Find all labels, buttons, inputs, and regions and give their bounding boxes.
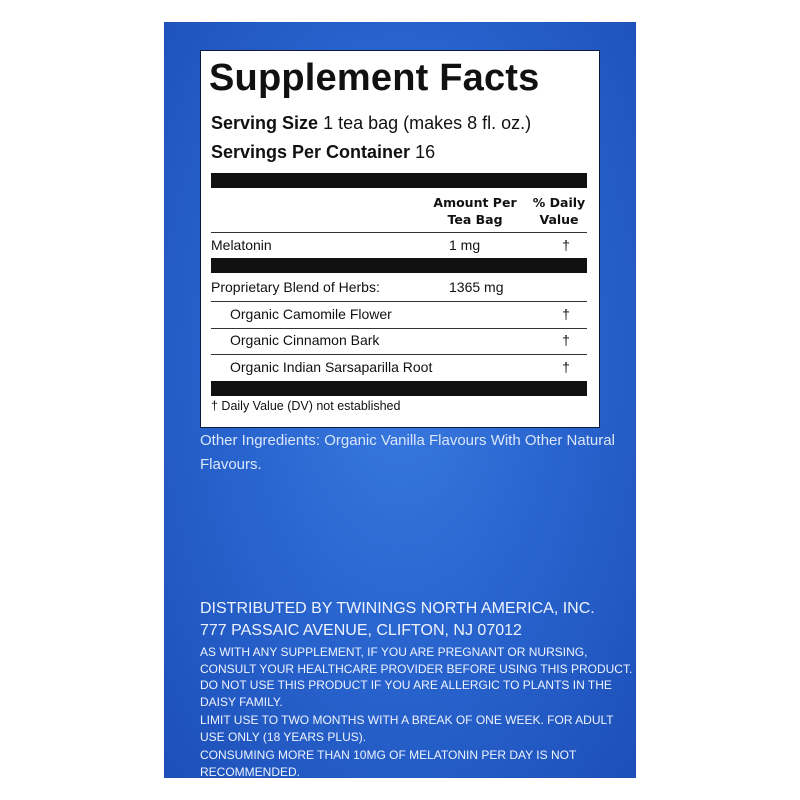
warning-text: LIMIT USE TO TWO MONTHS WITH A BREAK OF … [200, 713, 614, 744]
distributor-address: 777 PASSAIC AVENUE, CLIFTON, NJ 07012 [200, 622, 522, 639]
row-label: Proprietary Blend of Herbs: [211, 279, 380, 295]
servings-value: 16 [415, 142, 436, 162]
row-label: Organic Camomile Flower [230, 306, 392, 322]
divider [211, 354, 587, 355]
header-dv-line1: % Daily [532, 195, 586, 210]
row-label: Organic Indian Sarsaparilla Root [230, 359, 433, 375]
row-label: Melatonin [211, 237, 272, 253]
supplement-facts-panel: Supplement Facts Serving Size 1 tea bag … [200, 50, 600, 428]
divider [211, 301, 587, 302]
header-dv-line2: Value [539, 212, 579, 227]
panel-title: Supplement Facts [209, 57, 540, 99]
row-amount: 1365 mg [449, 279, 504, 295]
distributor: DISTRIBUTED BY TWININGS NORTH AMERICA, I… [200, 598, 595, 642]
divider-thick [211, 173, 587, 188]
serving-size-label: Serving Size [211, 113, 319, 133]
divider [211, 328, 587, 329]
table-row: Organic Camomile Flower † [211, 304, 587, 326]
other-ingredients: Other Ingredients: Organic Vanilla Flavo… [200, 432, 615, 473]
header-amount-line1: Amount Per [433, 195, 517, 210]
row-dv: † [562, 332, 570, 348]
warning-text: CONSUMING MORE THAN 10MG OF MELATONIN PE… [200, 748, 577, 779]
distributor-line1: DISTRIBUTED BY TWININGS NORTH AMERICA, I… [200, 600, 595, 617]
divider-thick [211, 381, 587, 396]
servings-per-container: Servings Per Container 16 [211, 142, 435, 163]
row-dv: † [562, 306, 570, 322]
warnings: AS WITH ANY SUPPLEMENT, IF YOU ARE PREGN… [200, 644, 640, 782]
footnote: † Daily Value (DV) not established [211, 399, 401, 413]
header-amount: Amount Per Tea Bag [423, 194, 527, 228]
table-row: Organic Indian Sarsaparilla Root † [211, 357, 587, 379]
warning-text: AS WITH ANY SUPPLEMENT, IF YOU ARE PREGN… [200, 645, 633, 709]
table-row: Organic Cinnamon Bark † [211, 330, 587, 352]
servings-label: Servings Per Container [211, 142, 411, 162]
table-row: Proprietary Blend of Herbs: 1365 mg [211, 277, 587, 299]
divider [211, 232, 587, 233]
row-label: Organic Cinnamon Bark [230, 332, 380, 348]
divider-thick [211, 258, 587, 273]
header-dv: % Daily Value [527, 194, 591, 228]
row-dv: † [562, 359, 570, 375]
row-amount: 1 mg [449, 237, 481, 253]
serving-size: Serving Size 1 tea bag (makes 8 fl. oz.) [211, 113, 531, 134]
row-dv: † [562, 237, 570, 253]
package-back: Supplement Facts Serving Size 1 tea bag … [164, 22, 636, 779]
table-row: Melatonin 1 mg † [211, 235, 587, 257]
header-amount-line2: Tea Bag [447, 212, 503, 227]
serving-size-value: 1 tea bag (makes 8 fl. oz.) [323, 113, 532, 133]
